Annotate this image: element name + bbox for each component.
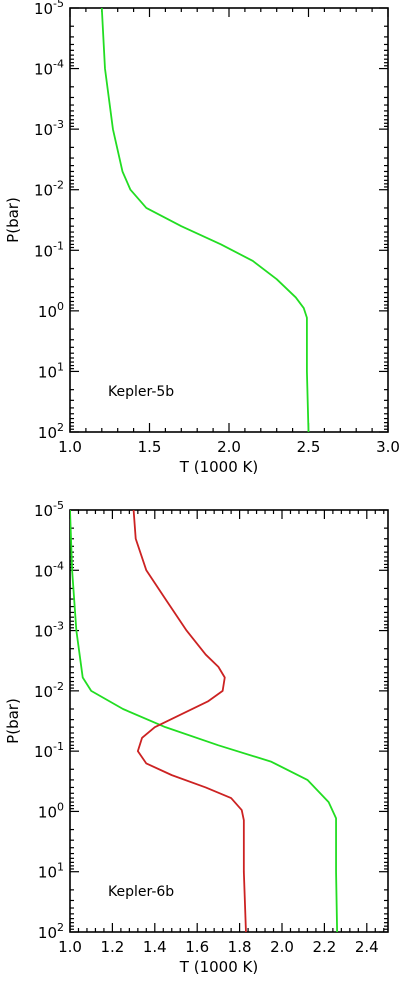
x-tick-label: 1.8 bbox=[228, 938, 252, 956]
y-tick-label: 101 bbox=[38, 861, 64, 882]
x-tick-label: 2.0 bbox=[270, 938, 294, 956]
y-tick-label: 10-4 bbox=[34, 559, 64, 580]
y-tick-label: 10-3 bbox=[34, 620, 64, 641]
y-tick-label: 10-5 bbox=[34, 499, 64, 520]
x-tick-label: 2.2 bbox=[312, 938, 336, 956]
x-tick-label: 2.0 bbox=[217, 438, 241, 456]
x-axis-title: T (1000 K) bbox=[179, 958, 258, 976]
x-tick-label: 1.0 bbox=[58, 938, 82, 956]
y-tick-label: 10-4 bbox=[34, 58, 64, 79]
y-axis-title: P(bar) bbox=[4, 197, 22, 243]
x-tick-label: 3.0 bbox=[376, 438, 400, 456]
x-tick-label: 1.6 bbox=[185, 938, 209, 956]
x-tick-label: 1.4 bbox=[143, 938, 167, 956]
plot-frame bbox=[69, 7, 389, 433]
series-line-1 bbox=[132, 510, 247, 932]
y-tick-label: 100 bbox=[38, 800, 64, 821]
y-tick-label: 101 bbox=[38, 360, 64, 381]
series-line-0 bbox=[70, 510, 339, 932]
x-tick-label: 2.5 bbox=[297, 438, 321, 456]
x-tick-label: 2.4 bbox=[355, 938, 379, 956]
x-axis-title: T (1000 K) bbox=[179, 458, 258, 476]
y-tick-label: 10-1 bbox=[34, 740, 64, 761]
y-tick-label: 102 bbox=[38, 921, 64, 942]
y-tick-label: 10-2 bbox=[34, 680, 64, 701]
planet-label: Kepler-6b bbox=[108, 884, 174, 900]
x-tick-label: 1.5 bbox=[138, 438, 162, 456]
y-axis-title: P(bar) bbox=[4, 698, 22, 744]
series-line-0 bbox=[100, 8, 310, 432]
y-tick-label: 10-1 bbox=[34, 239, 64, 260]
x-tick-label: 1.2 bbox=[100, 938, 124, 956]
y-tick-label: 10-3 bbox=[34, 118, 64, 139]
plot-frame bbox=[69, 509, 389, 933]
y-tick-label: 10-2 bbox=[34, 179, 64, 200]
planet-label: Kepler-5b bbox=[108, 384, 174, 400]
y-tick-label: 100 bbox=[38, 300, 64, 321]
x-tick-label: 1.0 bbox=[58, 438, 82, 456]
y-tick-label: 10-5 bbox=[34, 0, 64, 18]
y-tick-label: 102 bbox=[38, 421, 64, 442]
